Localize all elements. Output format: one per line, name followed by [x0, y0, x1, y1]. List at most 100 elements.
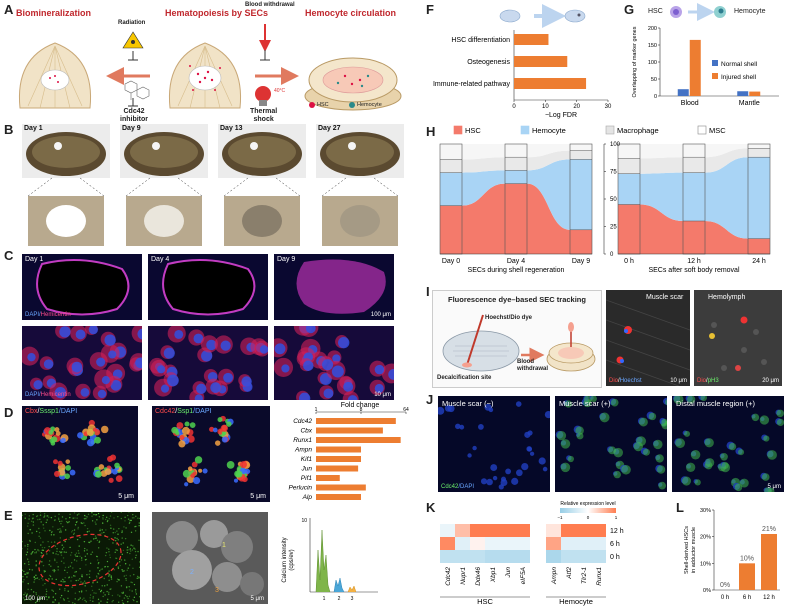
hemicentin-image: Day 4 [148, 254, 268, 320]
gene-label: Atf2 [566, 567, 573, 580]
shell-closeup-photo [322, 196, 398, 246]
legend-title: Relative expression level [560, 501, 615, 507]
legend-swatch [697, 125, 707, 135]
legend-hemocyte-label: Hemocyte [357, 102, 382, 108]
heatmap-cell [515, 550, 530, 563]
panel-a-label: A [4, 2, 14, 17]
inhibit-icon [260, 50, 270, 61]
y-tick: 20% [700, 535, 711, 541]
heatmap-cell [500, 524, 515, 537]
series-3-area [347, 585, 357, 593]
calcium-fluorescence-image [22, 512, 140, 604]
shell-photo: Day 27 [316, 124, 404, 178]
panel-i-label: I [426, 284, 430, 299]
bar [316, 484, 366, 491]
bar [316, 494, 361, 500]
day-label: Day 27 [318, 125, 341, 132]
y-axis-label: Overlapping of marker genes [632, 26, 638, 97]
row-label: 6 h [610, 541, 620, 548]
gene-label: Tlr2-1 [581, 567, 588, 584]
open-shell-icon [304, 57, 402, 111]
y-axis-label: in adductor muscle [691, 527, 697, 573]
hemocyte-cell-icon [714, 6, 726, 18]
shell-photo: Day 13 [218, 124, 306, 178]
gene-label: Pif1 [301, 475, 313, 482]
group-label: Hemocyte [559, 597, 593, 606]
heatmap-cell [440, 524, 455, 537]
data-label: 21% [762, 526, 776, 533]
x-tick: 24 h [752, 258, 766, 265]
x-tick: Mantle [739, 100, 760, 107]
y-tick: 0 [610, 252, 614, 258]
svg-text:1: 1 [222, 542, 226, 549]
y-tick: 30% [700, 508, 711, 514]
shell-closeup-photo [126, 196, 202, 246]
day-label: Day 1 [25, 256, 44, 263]
gene-label: Xbp1 [490, 567, 497, 584]
chemical-structure-icon [124, 80, 150, 107]
legend-label: Normal shell [721, 61, 758, 68]
panel-k-heatmap: Relative expression level −1 0 1 12 h 6 h 0 h C… [440, 501, 624, 606]
panel-l-chart: 0% 10% 20% 30% Shell-derived HSCs in adductor… [684, 508, 780, 601]
panel-a-title-hematopoiesis: Hematopoiesis by SECs [165, 8, 269, 18]
x-tick: 20 [573, 104, 580, 110]
heatmap-cell [591, 537, 606, 550]
x-axis-label: −Log FDR [545, 112, 577, 119]
panel-d-image-1: Cbx/Sssp1/DAPI 5 μm [22, 406, 138, 502]
heatmap-cell [500, 550, 515, 563]
heatmap-cell [455, 537, 470, 550]
y-tick: 0 [654, 94, 657, 100]
x-tick: Day 4 [507, 258, 525, 265]
panel-i-scale-2: 20 μm [762, 378, 779, 384]
heatmap-cell [561, 524, 576, 537]
hemicentin-closeup-image: 10 μm [274, 326, 394, 400]
panel-i-muscle-image: Muscle scar Dio/Hoechst 10 μm [606, 290, 690, 386]
thermal-shock-icon: 40°C [255, 86, 286, 106]
hemicentin-closeup-image [148, 326, 268, 400]
y-tick: 50 [610, 197, 617, 203]
panel-g-chart: 0 50 100 150 200 Overlapping of marker genes B… [632, 3, 779, 107]
hemicentin-image: Day 9 100 μm [274, 254, 394, 320]
heatmap-cell [561, 537, 576, 550]
x-tick: 30 [605, 104, 612, 110]
stain-label: DAPI/Hemicentin [25, 392, 71, 398]
heatmap-cell [470, 537, 485, 550]
scale-label: 5 μm [767, 484, 781, 490]
heatmap-cell [455, 550, 470, 563]
category-label: Immune-related pathway [433, 81, 511, 88]
area-hemocyte [618, 157, 770, 239]
heatmap-cell [576, 524, 591, 537]
x-tick: Day 9 [572, 258, 590, 265]
x-tick: 1 [315, 407, 318, 413]
panel-d-image-2: Cdc42/Ssp1/DAPI 5 μm [152, 406, 270, 502]
y-tick: 100 [648, 60, 657, 66]
heatmap-cell [591, 550, 606, 563]
heatmap-cell [485, 524, 500, 537]
bar [739, 563, 755, 590]
x-tick: 8 [360, 407, 363, 413]
y-axis-label: Shell-derived HSCs [684, 526, 690, 574]
gene-label: Nupr1 [460, 567, 467, 585]
bar [316, 456, 361, 462]
stain-label: DAPI/Hemicentin [25, 312, 71, 318]
panel-c-microscopy: Day 1 DAPI/Hemicentin DAPI/Hemicentin Day 4… [22, 254, 414, 400]
bar [316, 446, 361, 453]
row-label: 12 h [610, 528, 624, 535]
cdc42-image: Distal muscle region (+) 5 μm [672, 396, 784, 492]
legend-tick: 1 [615, 515, 618, 520]
panel-d-stain-2: Cdc42/Ssp1/DAPI [155, 408, 212, 415]
gene-label: Ampn [294, 447, 312, 454]
category-label: HSC differentiation [451, 37, 510, 44]
gene-label: Perlucin [289, 485, 313, 492]
gene-label: Cdc42 [293, 418, 312, 425]
panel-e-scale-1: 100 μm [25, 596, 46, 602]
bar [316, 465, 359, 472]
cell-icon [564, 9, 586, 23]
panel-i-title: Fluorescence dye–based SEC tracking [448, 295, 586, 304]
cell-cluster-image [41, 419, 123, 483]
radiation-icon [122, 31, 144, 61]
gene-label: Cdc42 [445, 567, 452, 586]
panel-a-title-circulation: Hemocyte circulation [305, 8, 397, 18]
region-label: Muscle scar (−) [442, 399, 494, 408]
day-label: Day 13 [220, 125, 243, 132]
